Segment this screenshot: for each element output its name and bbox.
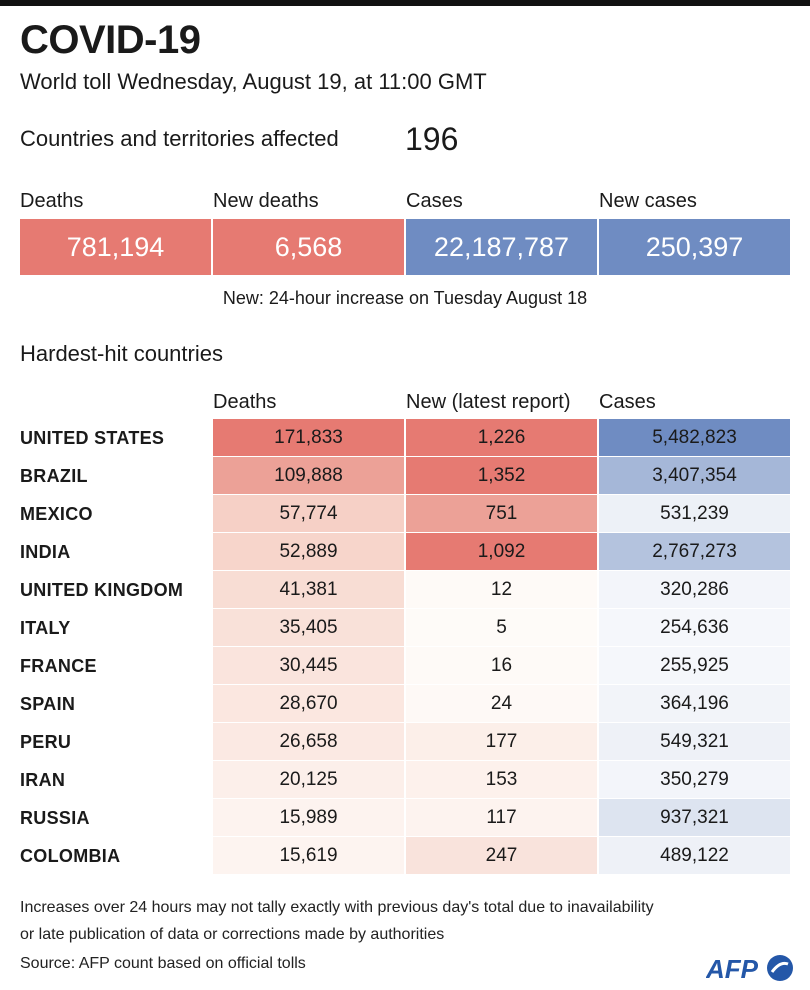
footnote-line-1: Increases over 24 hours may not tally ex… (20, 899, 654, 916)
deaths-cell: 30,445 (213, 647, 404, 684)
column-header-new: New (latest report) (406, 391, 571, 413)
table-row: IRAN 20,125 153 350,279 (0, 761, 810, 799)
table-row: FRANCE 30,445 16 255,925 (0, 647, 810, 685)
hardest-hit-title: Hardest-hit countries (20, 341, 223, 366)
table-row: RUSSIA 15,989 117 937,321 (0, 799, 810, 837)
table-row: BRAZIL 109,888 1,352 3,407,354 (0, 457, 810, 495)
country-name: INDIA (20, 542, 71, 562)
new-cases-total: 250,397 (599, 219, 790, 275)
cases-cell: 320,286 (599, 571, 790, 608)
deaths-cell: 109,888 (213, 457, 404, 494)
top-bar (0, 0, 810, 6)
country-name: SPAIN (20, 694, 76, 714)
new-deaths-total: 6,568 (213, 219, 404, 275)
cases-cell: 254,636 (599, 609, 790, 646)
new-cell: 177 (406, 723, 597, 760)
afp-logo: AFP (706, 954, 793, 984)
table-row: UNITED KINGDOM 41,381 12 320,286 (0, 571, 810, 609)
country-name: IRAN (20, 770, 66, 790)
deaths-total: 781,194 (20, 219, 211, 275)
cases-cell: 364,196 (599, 685, 790, 722)
cases-cell: 531,239 (599, 495, 790, 532)
country-name: FRANCE (20, 656, 97, 676)
deaths-cell: 52,889 (213, 533, 404, 570)
page-subtitle: World toll Wednesday, August 19, at 11:0… (20, 69, 487, 94)
deaths-cell: 35,405 (213, 609, 404, 646)
table-row: UNITED STATES 171,833 1,226 5,482,823 (0, 419, 810, 457)
deaths-cell: 57,774 (213, 495, 404, 532)
country-name: COLOMBIA (20, 846, 121, 866)
deaths-cell: 171,833 (213, 419, 404, 456)
cases-label: Cases (406, 190, 463, 212)
afp-logo-swoosh (770, 961, 789, 973)
cases-cell: 3,407,354 (599, 457, 790, 494)
deaths-label: Deaths (20, 190, 84, 212)
table-row: PERU 26,658 177 549,321 (0, 723, 810, 761)
new-cell: 16 (406, 647, 597, 684)
table-row: COLOMBIA 15,619 247 489,122 (0, 837, 810, 875)
cases-cell: 5,482,823 (599, 419, 790, 456)
affected-value: 196 (405, 121, 459, 157)
country-name: RUSSIA (20, 808, 90, 828)
new-cell: 5 (406, 609, 597, 646)
cases-cell: 350,279 (599, 761, 790, 798)
new-cell: 751 (406, 495, 597, 532)
column-header-deaths: Deaths (213, 391, 277, 413)
new-cell: 153 (406, 761, 597, 798)
affected-label: Countries and territories affected (20, 126, 339, 151)
deaths-cell: 15,619 (213, 837, 404, 874)
page-title: COVID-19 (20, 18, 201, 62)
cases-cell: 255,925 (599, 647, 790, 684)
cases-cell: 2,767,273 (599, 533, 790, 570)
country-name: UNITED KINGDOM (20, 580, 184, 600)
cases-cell: 549,321 (599, 723, 790, 760)
new-cell: 1,226 (406, 419, 597, 456)
new-cell: 1,352 (406, 457, 597, 494)
new-cases-label: New cases (599, 190, 697, 212)
new-deaths-label: New deaths (213, 190, 319, 212)
new-cell: 247 (406, 837, 597, 874)
country-name: ITALY (20, 618, 71, 638)
deaths-cell: 20,125 (213, 761, 404, 798)
table-row: SPAIN 28,670 24 364,196 (0, 685, 810, 723)
cases-total: 22,187,787 (406, 219, 597, 275)
new-cell: 1,092 (406, 533, 597, 570)
deaths-cell: 28,670 (213, 685, 404, 722)
table-row: ITALY 35,405 5 254,636 (0, 609, 810, 647)
deaths-cell: 41,381 (213, 571, 404, 608)
afp-logo-text: AFP (706, 954, 759, 984)
new-cell: 12 (406, 571, 597, 608)
cases-cell: 489,122 (599, 837, 790, 874)
table-row: INDIA 52,889 1,092 2,767,273 (0, 533, 810, 571)
country-name: UNITED STATES (20, 428, 165, 448)
column-header-cases: Cases (599, 391, 656, 413)
new-cell: 24 (406, 685, 597, 722)
cases-cell: 937,321 (599, 799, 790, 836)
table-row: MEXICO 57,774 751 531,239 (0, 495, 810, 533)
footnote-line-2: or late publication of data or correctio… (20, 926, 445, 943)
country-name: BRAZIL (20, 466, 88, 486)
deaths-cell: 26,658 (213, 723, 404, 760)
afp-logo-disc (767, 955, 793, 981)
new-definition-note: New: 24-hour increase on Tuesday August … (222, 288, 588, 308)
country-name: MEXICO (20, 504, 93, 524)
deaths-cell: 15,989 (213, 799, 404, 836)
country-name: PERU (20, 732, 72, 752)
source-note: Source: AFP count based on official toll… (20, 955, 306, 972)
new-cell: 117 (406, 799, 597, 836)
